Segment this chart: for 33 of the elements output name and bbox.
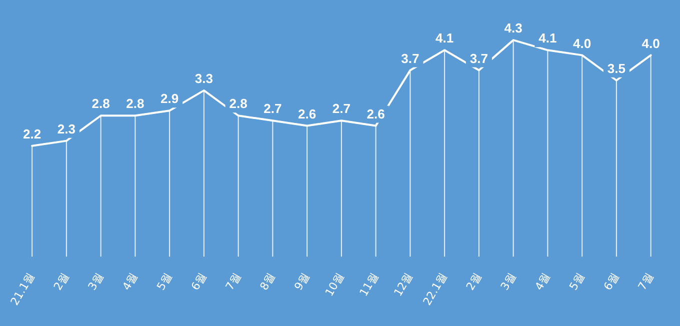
x-tick-label: 4월 [120, 270, 140, 292]
data-label: 2.8 [126, 96, 144, 112]
data-label: 2.8 [92, 96, 110, 112]
data-label: 4.1 [436, 30, 454, 46]
x-tick-label: 3월 [498, 270, 518, 292]
data-label: 3.3 [194, 71, 213, 86]
x-tick-label: 6월 [188, 270, 210, 292]
data-label: 2.6 [298, 106, 316, 122]
x-tick-label: 5월 [566, 270, 588, 292]
x-tick-label: 7월 [223, 270, 244, 292]
data-label: 2.2 [23, 126, 42, 142]
x-tick-label: 2월 [464, 270, 484, 292]
x-tick-label: 7월 [636, 270, 656, 292]
x-tick-label: 4월 [532, 270, 553, 292]
data-label: 4.0 [642, 36, 660, 51]
x-tick-label: 2월 [51, 270, 72, 292]
x-tick-label: 5월 [154, 270, 175, 292]
data-label: 2.3 [57, 121, 76, 136]
data-label: 2.9 [160, 91, 179, 106]
x-tick-label: 6월 [601, 270, 622, 292]
data-label: 2.6 [366, 106, 385, 122]
data-label: 2.7 [332, 101, 350, 116]
x-tick-label: 8월 [258, 270, 278, 292]
data-label: 4.1 [538, 30, 557, 46]
x-tick-label: 3월 [86, 270, 106, 292]
data-label: 4.0 [573, 36, 592, 51]
x-tick-label: 9월 [292, 270, 312, 292]
data-label: 3.7 [470, 50, 488, 66]
data-label: 2.7 [264, 101, 282, 116]
data-label: 2.8 [229, 96, 248, 112]
data-label: 4.3 [504, 20, 522, 36]
data-label: 3.7 [401, 50, 420, 66]
data-label: 3.5 [607, 60, 626, 76]
